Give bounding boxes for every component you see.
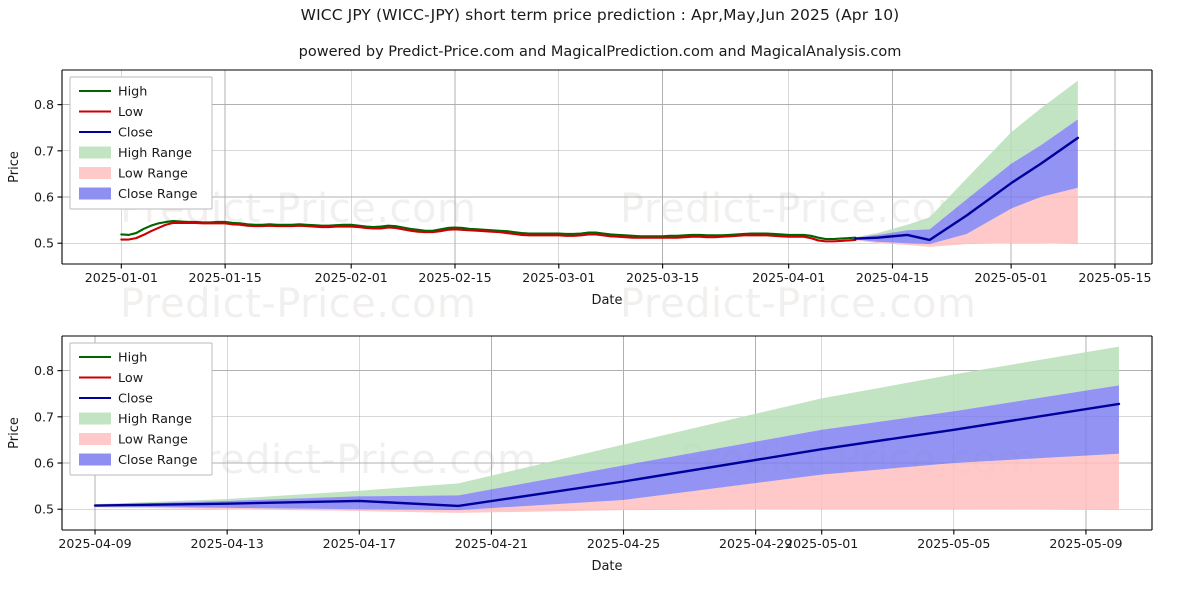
- low-range-band: [95, 453, 1119, 513]
- legend-item-label: High: [118, 85, 147, 100]
- page-subtitle: powered by Predict-Price.com and Magical…: [298, 44, 902, 60]
- x-tick-label: 2025-05-01: [785, 536, 858, 551]
- x-tick-label: 2025-03-15: [626, 270, 699, 285]
- x-tick-label: 2025-04-15: [856, 270, 929, 285]
- x-axis-title: Date: [591, 293, 622, 308]
- x-tick-label: 2025-02-01: [315, 270, 388, 285]
- x-tick-label: 2025-05-01: [975, 270, 1048, 285]
- legend-patch-swatch: [79, 187, 111, 200]
- legend-patch-swatch: [79, 453, 111, 466]
- legend-item-label: Close Range: [118, 187, 198, 202]
- x-tick-label: 2025-05-09: [1049, 536, 1122, 551]
- y-tick-label: 0.6: [34, 456, 54, 471]
- x-axis-title: Date: [591, 559, 622, 574]
- legend-item-label: Close Range: [118, 453, 198, 468]
- legend-item-label: Low Range: [118, 167, 188, 182]
- y-axis-title: Price: [7, 417, 22, 449]
- legend-item-label: High Range: [118, 412, 192, 427]
- x-tick-label: 2025-04-13: [191, 536, 264, 551]
- y-tick-label: 0.7: [34, 143, 54, 158]
- overview-chart: Predict-Price.com Predict-Price.comPredic…: [7, 69, 1153, 320]
- legend-item-label: High Range: [118, 146, 192, 161]
- watermark-text: Predict-Price.com: [180, 437, 536, 483]
- x-tick-label: 2025-01-01: [85, 270, 158, 285]
- low-range-band: [855, 187, 1078, 247]
- close-range-band: [855, 119, 1078, 245]
- x-tick-label: 2025-05-05: [917, 536, 990, 551]
- x-tick-label: 2025-03-01: [522, 270, 595, 285]
- x-tick-label: 2025-04-29: [719, 536, 792, 551]
- x-tick-label: 2025-04-25: [587, 536, 660, 551]
- legend-item-label: Low Range: [118, 433, 188, 448]
- watermark-text: Predict-Price.com: [120, 281, 476, 320]
- legend-item-label: Low: [118, 371, 143, 386]
- close-series-line: [93, 402, 1121, 508]
- y-tick-label: 0.8: [34, 97, 54, 112]
- x-tick-label: 2025-04-21: [455, 536, 528, 551]
- x-tick-label: 2025-01-15: [189, 270, 262, 285]
- legend-patch-swatch: [79, 146, 111, 159]
- legend-patch-swatch: [79, 433, 111, 445]
- legend-item-label: Close: [118, 126, 153, 141]
- y-axis-title: Price: [7, 151, 22, 183]
- x-tick-label: 2025-02-15: [418, 270, 491, 285]
- x-tick-label: 2025-05-15: [1078, 270, 1151, 285]
- legend-patch-swatch: [79, 412, 111, 425]
- legend-item-label: High: [118, 351, 147, 366]
- y-tick-label: 0.8: [34, 363, 54, 378]
- y-tick-label: 0.7: [34, 409, 54, 424]
- y-tick-label: 0.5: [34, 502, 54, 517]
- low-series-line: [120, 221, 857, 243]
- y-tick-label: 0.5: [34, 236, 54, 251]
- high-series-line: [120, 219, 857, 241]
- page-title: WICC JPY (WICC-JPY) short term price pre…: [300, 6, 900, 24]
- legend-item-label: Low: [118, 105, 143, 120]
- legend-item-label: Close: [118, 392, 153, 407]
- y-tick-label: 0.6: [34, 190, 54, 205]
- close-series-line: [854, 136, 1080, 242]
- x-tick-label: 2025-04-01: [752, 270, 825, 285]
- watermark-text: Predict-Price.com: [620, 281, 976, 320]
- detail-chart: Predict-Price.comPredict-Price.com0.50.6…: [7, 335, 1153, 574]
- close-range-band: [95, 385, 1119, 511]
- x-tick-label: 2025-04-17: [323, 536, 396, 551]
- x-tick-label: 2025-04-09: [58, 536, 131, 551]
- legend-patch-swatch: [79, 167, 111, 179]
